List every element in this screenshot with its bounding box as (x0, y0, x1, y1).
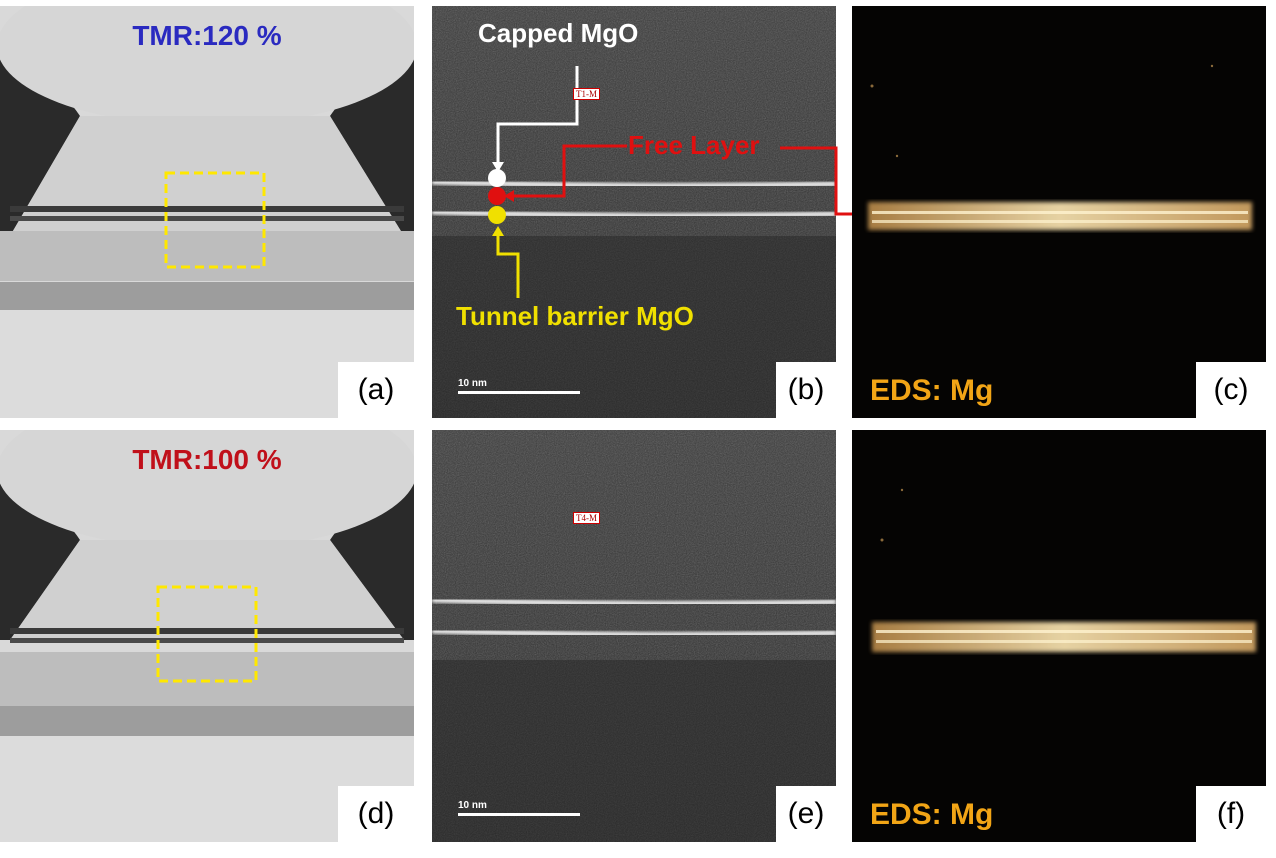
panel-letter-c: (c) (1196, 362, 1266, 418)
stem-image-a: TMR:120 % (a) (0, 6, 414, 418)
panel-letter-e: (e) (776, 786, 836, 842)
hrtem-image-b: Capped MgO T1-M Free Layer Tunnel barrie… (432, 6, 836, 418)
stem-image-d: TMR:100 % (d) (0, 430, 414, 842)
panel-letter-f: (f) (1196, 786, 1266, 842)
panel-letter-d: (d) (338, 786, 414, 842)
label-tunnel-barrier: Tunnel barrier MgO (456, 301, 694, 331)
panel-letter-a: (a) (338, 362, 414, 418)
label-capped-mgo: Capped MgO (478, 18, 639, 48)
eds-label-c: EDS: Mg (870, 374, 994, 407)
eds-map-f: EDS: Mg (f) (852, 430, 1266, 842)
scale-bar-e: 10 nm (458, 800, 580, 816)
scale-text-b: 10 nm (458, 378, 487, 389)
tmr-label-d: TMR:100 % (132, 444, 282, 475)
tmr-label-a: TMR:120 % (132, 20, 282, 51)
panel-letter-b: (b) (776, 362, 836, 418)
eds-map-c: EDS: Mg (c) (852, 6, 1266, 418)
label-free-layer: Free Layer (628, 130, 760, 160)
sample-tag-e: T4-M (573, 512, 600, 524)
eds-label-f: EDS: Mg (870, 798, 994, 831)
scale-bar-b: 10 nm (458, 378, 580, 394)
hrtem-image-e: T4-M 10 nm (e) (432, 430, 836, 842)
scale-text-e: 10 nm (458, 800, 487, 811)
sample-tag-b: T1-M (573, 88, 600, 100)
